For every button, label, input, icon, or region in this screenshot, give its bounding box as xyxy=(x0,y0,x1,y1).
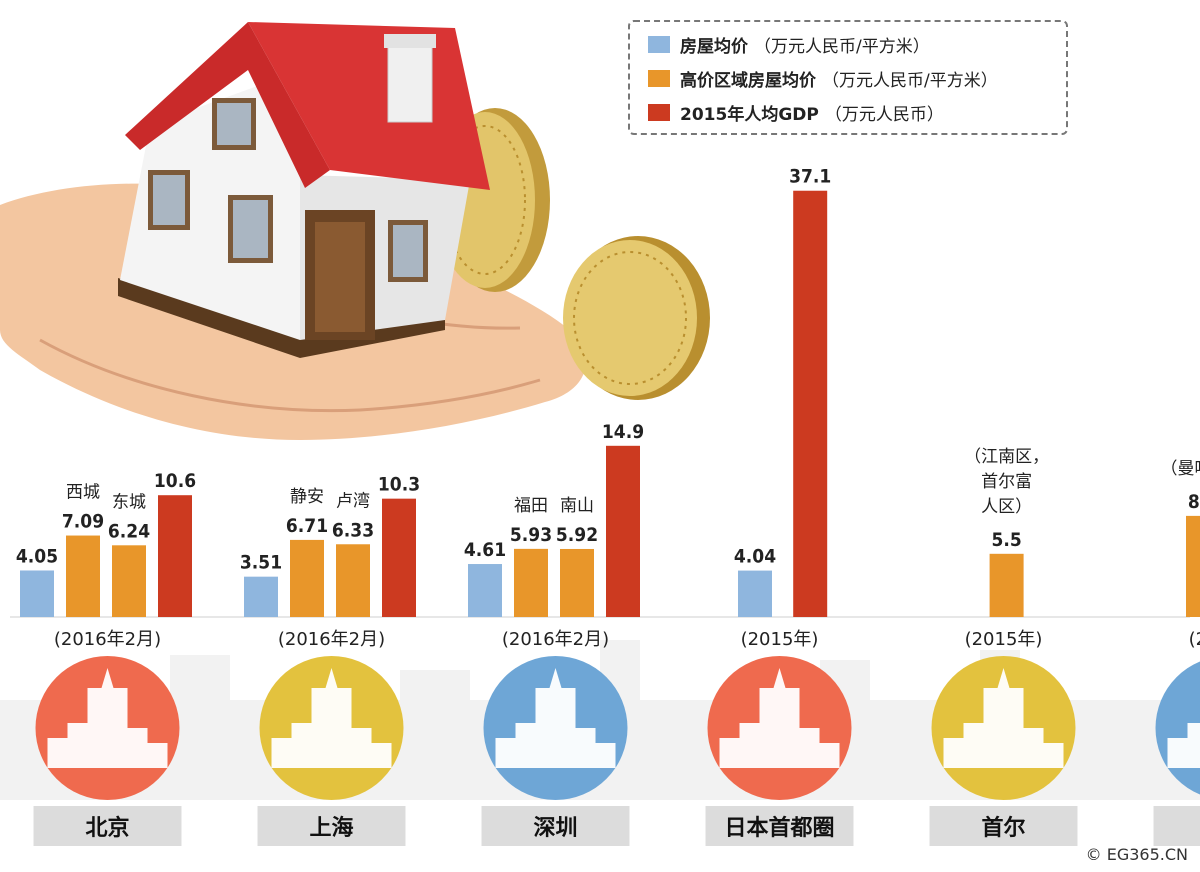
city-name: 深圳 xyxy=(533,816,577,841)
bar-value-label: 4.05 xyxy=(16,545,58,567)
bar-value-label: 5.92 xyxy=(556,524,598,546)
bar-value-label: 14.9 xyxy=(602,421,644,443)
legend-swatch-gdp xyxy=(648,103,670,121)
legend-item-avg: 房屋均价 （万元人民币/平方米） xyxy=(648,32,930,57)
bar-value-label: 5.93 xyxy=(510,524,552,546)
bar-gdp xyxy=(382,498,416,617)
legend-swatch-avg xyxy=(648,35,670,53)
legend-label: 房屋均价 xyxy=(680,36,748,57)
city-icons-layer: 北京上海深圳日本首都圈首尔纽约 xyxy=(33,656,1200,846)
city-skyline-icon xyxy=(1167,723,1200,768)
bar-avg xyxy=(468,564,502,617)
period-label: (2016年2月) xyxy=(278,629,385,650)
area-label: 静安 xyxy=(290,487,324,507)
period-label: (2015年) xyxy=(965,629,1043,650)
bar-gdp xyxy=(793,190,828,617)
bar-gdp xyxy=(158,495,192,617)
city-skyline-icon xyxy=(719,668,840,768)
bar-high xyxy=(66,535,100,617)
credit-text: © EG365.CN xyxy=(1085,845,1188,864)
bar-value-label: 7.09 xyxy=(62,511,104,533)
bar-value-label: 10.6 xyxy=(154,470,196,492)
area-label: 西城 xyxy=(66,483,100,503)
city-skyline-icon xyxy=(495,668,616,768)
bar-high xyxy=(290,539,324,617)
bar-avg xyxy=(738,570,772,617)
bar-high xyxy=(112,545,146,617)
legend-label: 2015年人均GDP xyxy=(680,104,819,125)
bar-high xyxy=(1186,515,1200,617)
legend-unit: （万元人民币/平方米） xyxy=(754,36,930,57)
bar-value-label: 4.61 xyxy=(464,539,506,561)
legend-item-high: 高价区域房屋均价 （万元人民币/平方米） xyxy=(648,66,998,91)
bar-high xyxy=(560,548,594,617)
bar-value-label: 37.1 xyxy=(789,166,831,188)
city-name-box xyxy=(705,806,854,846)
district-note: 首尔富 xyxy=(981,472,1032,492)
city-name: 上海 xyxy=(309,815,353,841)
legend-unit: （万元人民币/平方米） xyxy=(822,70,998,91)
area-label: 福田 xyxy=(514,496,548,516)
bar-avg xyxy=(20,570,54,617)
bar-high xyxy=(514,548,548,617)
bar-avg xyxy=(244,576,278,617)
bar-value-label: 6.24 xyxy=(108,520,150,542)
city-name-box xyxy=(257,806,406,846)
city-name: 首尔 xyxy=(981,815,1025,841)
bar-gdp xyxy=(606,445,640,617)
district-note: 人区） xyxy=(981,497,1032,517)
city-name-box xyxy=(33,806,182,846)
legend-swatch-high xyxy=(648,69,670,87)
legend-item-gdp: 2015年人均GDP （万元人民币） xyxy=(648,100,944,125)
area-label: 南山 xyxy=(560,496,594,516)
legend-unit: （万元人民币） xyxy=(824,104,944,125)
district-note: （曼哈顿） xyxy=(1161,459,1200,479)
labels-layer: 4.057.09 西城 6.24 东城 10.6 (2016年2月) 3.516.71 静安 6… xyxy=(16,166,1200,650)
bars-layer xyxy=(20,190,1200,617)
city-skyline-icon xyxy=(47,668,168,768)
bar-value-label: 10.3 xyxy=(378,474,420,496)
house-in-hand-illustration xyxy=(0,22,710,441)
bar-value-label: 6.71 xyxy=(286,515,328,537)
period-label: (2016年2月) xyxy=(502,629,609,650)
city-skyline-icon xyxy=(943,668,1064,768)
period-label: (2015年) xyxy=(1189,629,1200,650)
city-name-box xyxy=(929,806,1078,846)
city-name-box xyxy=(481,806,630,846)
area-label: 卢湾 xyxy=(336,491,370,511)
period-label: (2015年) xyxy=(741,629,819,650)
city-skyline-icon xyxy=(271,668,392,768)
area-label: 东城 xyxy=(112,492,146,512)
bar-value-label: 3.51 xyxy=(240,552,282,574)
bar-value-label: 5.5 xyxy=(991,529,1021,551)
period-label: (2016年2月) xyxy=(54,629,161,650)
legend-label: 高价区域房屋均价 xyxy=(680,70,816,91)
city-name: 北京 xyxy=(85,815,129,841)
bar-value-label: 4.04 xyxy=(734,546,776,568)
legend: 房屋均价 （万元人民币/平方米） 高价区域房屋均价 （万元人民币/平方米） 20… xyxy=(628,20,1068,135)
district-note: （江南区， xyxy=(964,447,1049,467)
bar-value-label: 6.33 xyxy=(332,519,374,541)
bar-high xyxy=(989,553,1024,617)
bar-value-label: 8.8 xyxy=(1188,491,1200,513)
city-name-box xyxy=(1153,806,1200,846)
city-name: 日本首都圈 xyxy=(724,815,834,841)
bar-high xyxy=(336,544,370,617)
